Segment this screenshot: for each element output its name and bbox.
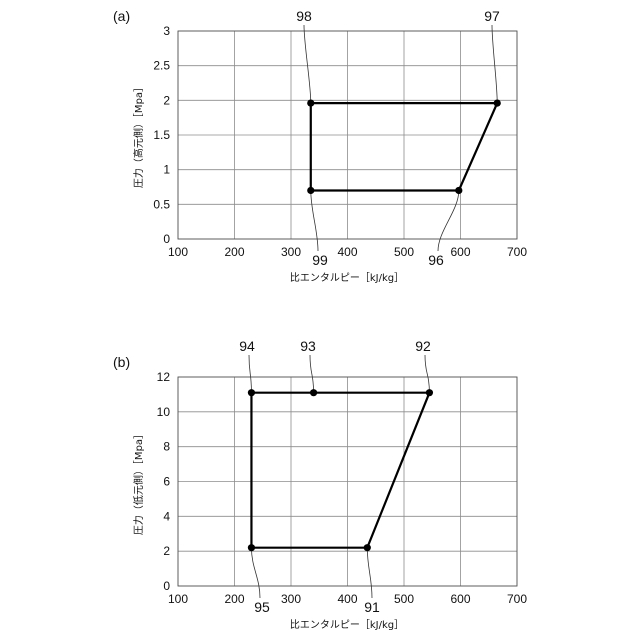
state-point xyxy=(307,187,314,194)
leader-line xyxy=(492,25,497,103)
y-tick-label: 1.5 xyxy=(153,128,170,142)
leader-line xyxy=(367,548,372,598)
state-point xyxy=(364,544,371,551)
panel-label: (b) xyxy=(113,354,130,370)
panel-a: 100 200 300 400 500 600 700 0 0.5 1 1.5 2 2.5 3 (a) 比エン… xyxy=(113,8,527,284)
x-axis-title: 比エンタルピー［kJ/kg］ xyxy=(290,272,404,284)
reference-label: 91 xyxy=(364,599,380,615)
y-axis-title: 圧力（高元側）［Mpa］ xyxy=(132,82,145,188)
y-axis-title: 圧力（低元側）［Mpa］ xyxy=(132,429,145,535)
x-tick-label: 700 xyxy=(507,245,527,259)
leader-line xyxy=(249,355,251,393)
state-point xyxy=(310,389,317,396)
y-tick-label: 2 xyxy=(163,544,170,558)
state-point xyxy=(455,187,462,194)
x-tick-label: 100 xyxy=(168,245,188,259)
x-tick-label: 400 xyxy=(337,592,357,606)
y-tick-label: 3 xyxy=(163,24,170,38)
reference-label: 93 xyxy=(300,338,316,354)
y-tick-label: 0 xyxy=(163,579,170,593)
leader-line xyxy=(438,190,459,251)
reference-label: 98 xyxy=(296,8,312,24)
state-point xyxy=(426,389,433,396)
x-tick-label: 700 xyxy=(507,592,527,606)
x-tick-label: 400 xyxy=(337,245,357,259)
y-tick-label: 0 xyxy=(163,232,170,246)
x-tick-label: 600 xyxy=(450,245,470,259)
x-tick-label: 600 xyxy=(450,592,470,606)
leader-line xyxy=(425,355,429,393)
y-tick-label: 0.5 xyxy=(153,197,170,211)
leader-line xyxy=(304,25,311,103)
leader-line xyxy=(310,355,314,393)
x-axis-title: 比エンタルピー［kJ/kg］ xyxy=(290,619,404,631)
y-tick-label: 6 xyxy=(163,475,170,489)
reference-label: 92 xyxy=(415,338,431,354)
reference-label: 95 xyxy=(254,599,270,615)
y-tick-label: 10 xyxy=(157,405,171,419)
state-point xyxy=(307,100,314,107)
x-tick-label: 500 xyxy=(394,592,414,606)
state-point xyxy=(248,389,255,396)
cycle-line xyxy=(251,393,429,548)
x-tick-label: 200 xyxy=(224,592,244,606)
x-tick-label: 500 xyxy=(394,245,414,259)
leader-line xyxy=(311,190,318,251)
reference-label: 96 xyxy=(428,252,444,268)
leader-line xyxy=(251,548,260,598)
state-point xyxy=(248,544,255,551)
y-tick-label: 4 xyxy=(163,509,170,523)
x-tick-label: 300 xyxy=(281,245,301,259)
y-tick-label: 8 xyxy=(163,440,170,454)
x-tick-label: 300 xyxy=(281,592,301,606)
reference-label: 94 xyxy=(239,338,255,354)
panel-b: 100 200 300 400 500 600 700 0 2 4 6 8 10 12 (b) 比エンタルピー… xyxy=(113,338,527,631)
y-tick-label: 12 xyxy=(157,370,171,384)
panel-label: (a) xyxy=(113,8,130,24)
y-tick-label: 2.5 xyxy=(153,59,170,73)
y-tick-label: 1 xyxy=(163,163,170,177)
x-tick-label: 100 xyxy=(168,592,188,606)
reference-label: 97 xyxy=(484,8,500,24)
y-tick-label: 2 xyxy=(163,93,170,107)
x-tick-label: 200 xyxy=(224,245,244,259)
state-point xyxy=(494,100,501,107)
reference-label: 99 xyxy=(312,252,328,268)
